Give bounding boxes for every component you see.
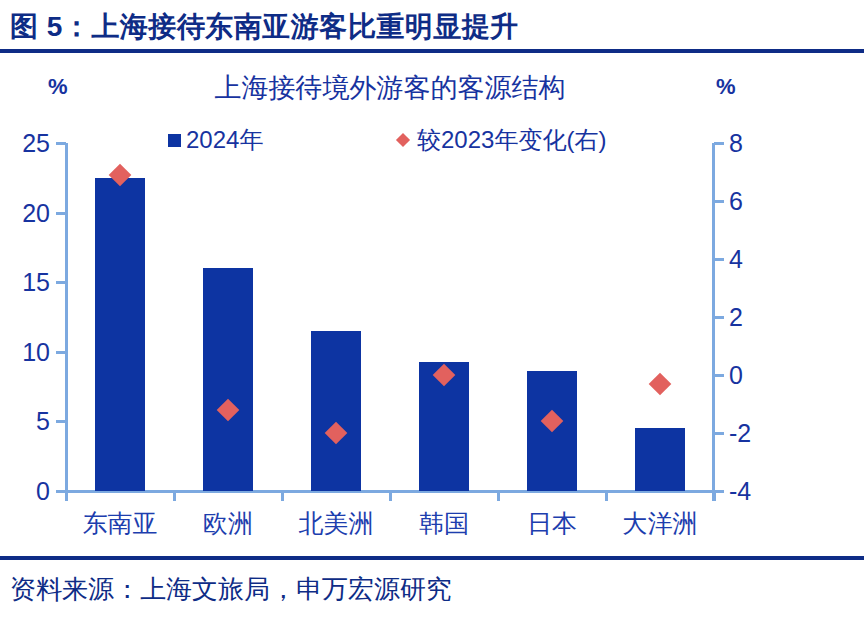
- plot-area: 0510152025-4-202468东南亚欧洲北美洲韩国日本大洋洲: [66, 143, 714, 491]
- change-marker: [649, 372, 672, 395]
- left-axis-line: [65, 143, 68, 501]
- category-label: 欧洲: [174, 507, 282, 540]
- x-axis-tick: [65, 491, 68, 501]
- category-label: 北美洲: [282, 507, 390, 540]
- left-axis-unit-label: %: [48, 74, 68, 100]
- right-axis-line: [712, 143, 715, 501]
- x-axis-tick: [713, 491, 716, 501]
- left-axis-tick-label: 0: [2, 477, 50, 505]
- left-axis-tick: [56, 281, 66, 284]
- category-label: 日本: [498, 507, 606, 540]
- right-axis-tick-label: 2: [729, 303, 781, 331]
- header-divider: [0, 49, 864, 53]
- right-axis-tick: [714, 258, 724, 261]
- footer-divider: [0, 556, 864, 560]
- category-label: 东南亚: [66, 507, 174, 540]
- right-axis-tick: [714, 374, 724, 377]
- right-axis-unit-label: %: [716, 74, 736, 100]
- right-axis-tick-label: -4: [729, 477, 781, 505]
- x-axis-tick: [605, 491, 608, 501]
- chart-title: 上海接待境外游客的客源结构: [190, 70, 590, 106]
- left-axis-tick-label: 25: [2, 129, 50, 157]
- source-note: 资料来源：上海文旅局，申万宏源研究: [10, 572, 850, 607]
- report-figure-page: { "figure": { "header": "图 5：上海接待东南亚游客比重…: [0, 0, 864, 618]
- figure-title: 图 5：上海接待东南亚游客比重明显提升: [10, 8, 850, 46]
- x-axis-tick: [281, 491, 284, 501]
- bar: [203, 268, 253, 491]
- right-axis-tick-label: 0: [729, 361, 781, 389]
- left-axis-tick: [56, 212, 66, 215]
- left-axis-tick-label: 10: [2, 338, 50, 366]
- chart-area: % 上海接待境外游客的客源结构 % 2024年 较2023年变化(右) 0510…: [0, 56, 864, 552]
- right-axis-tick: [714, 142, 724, 145]
- category-label: 大洋洲: [606, 507, 714, 540]
- left-axis-tick: [56, 420, 66, 423]
- right-axis-tick-label: 4: [729, 245, 781, 273]
- bar: [635, 428, 685, 491]
- right-axis-tick: [714, 200, 724, 203]
- left-axis-tick-label: 20: [2, 199, 50, 227]
- right-axis-tick: [714, 316, 724, 319]
- left-axis-tick-label: 15: [2, 268, 50, 296]
- x-axis-tick: [497, 491, 500, 501]
- left-axis-tick-label: 5: [2, 407, 50, 435]
- left-axis-tick: [56, 351, 66, 354]
- x-axis-tick: [173, 491, 176, 501]
- x-axis-tick: [389, 491, 392, 501]
- bar: [311, 331, 361, 491]
- left-axis-tick: [56, 142, 66, 145]
- right-axis-tick: [714, 432, 724, 435]
- bar: [95, 178, 145, 491]
- right-axis-tick-label: -2: [729, 419, 781, 447]
- category-label: 韩国: [390, 507, 498, 540]
- right-axis-tick-label: 6: [729, 187, 781, 215]
- right-axis-tick-label: 8: [729, 129, 781, 157]
